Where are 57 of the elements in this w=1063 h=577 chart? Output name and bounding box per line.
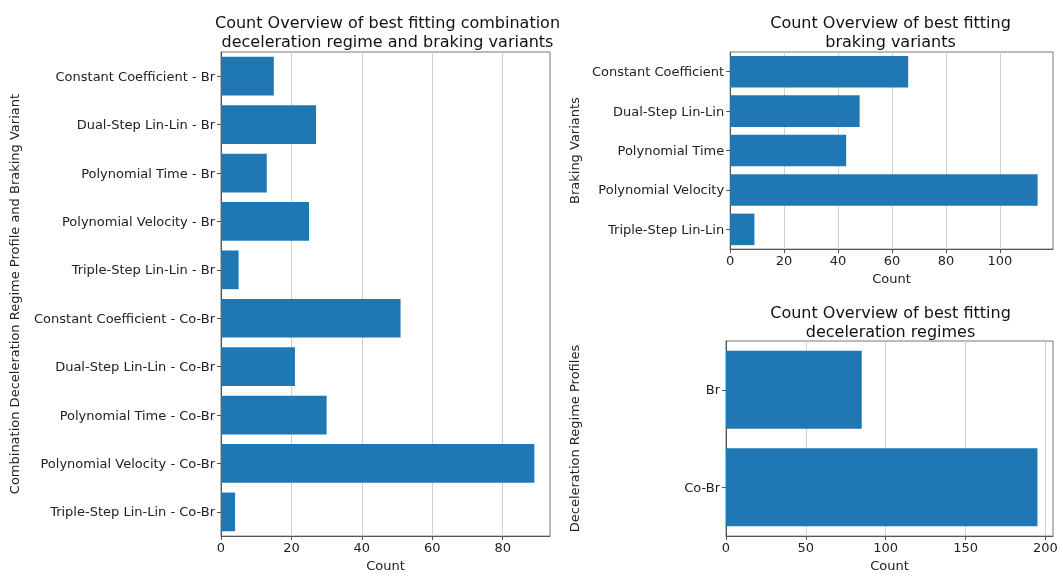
y-tick-label: Br (705, 382, 721, 398)
y-tick-label: Polynomial Time (617, 143, 725, 159)
y-axis-title: Braking Variants (567, 96, 582, 204)
x-tick-label: 80 (494, 540, 511, 556)
bar (730, 174, 1038, 206)
x-tick-label: 100 (873, 540, 899, 556)
x-tick-label: 60 (423, 540, 441, 556)
x-tick-label: 40 (829, 253, 847, 269)
chart-title: Count Overview of best fitting deceleration regimes (770, 303, 1011, 341)
y-tick-label: Triple-Step Lin-Lin - Co-Br (49, 504, 216, 520)
x-tick-label: 20 (283, 540, 300, 556)
x-tick-label: 20 (775, 253, 793, 269)
y-tick-label: Dual-Step Lin-Lin - Co-Br (55, 359, 216, 375)
bar (221, 202, 310, 241)
bar (730, 95, 860, 127)
chart-title: Count Overview of best fitting combination deceleration regime and braking variants (214, 13, 561, 51)
y-tick-label: Co-Br (684, 479, 721, 495)
y-tick-label: Polynomial Time - Co-Br (59, 407, 216, 423)
bar (221, 56, 274, 96)
y-tick-label: Polynomial Velocity - Co-Br (40, 455, 216, 471)
x-tick-label: 100 (987, 253, 1013, 269)
y-tick-label: Polynomial Time - Br (81, 165, 216, 181)
x-tick-label: 40 (353, 540, 371, 556)
y-tick-label: Polynomial Velocity - Br (61, 213, 216, 229)
bar (221, 395, 327, 435)
x-tick-label: 60 (883, 253, 901, 269)
bar (221, 298, 401, 338)
chart-title: Count Overview of best fitting braking variants (770, 13, 1011, 51)
x-tick-label: 0 (721, 540, 731, 556)
y-tick-label: Dual-Step Lin-Lin (613, 103, 725, 119)
x-axis-title: Count (366, 558, 405, 573)
bar (730, 134, 847, 167)
y-axis-title: Deceleration Regime Profiles (567, 344, 582, 533)
y-tick-label: Polynomial Velocity (598, 182, 725, 198)
y-tick-label: Dual-Step Lin-Lin - Br (76, 117, 216, 133)
y-tick-label: Constant Coefficient - Br (55, 68, 216, 84)
bar (221, 105, 317, 144)
x-axis-title: Count (872, 271, 911, 286)
bar (730, 213, 755, 246)
x-tick-label: 0 (216, 540, 226, 556)
bar (221, 250, 239, 290)
x-tick-label: 150 (953, 540, 978, 556)
bar (730, 55, 909, 88)
bar (221, 153, 267, 193)
x-axis-title: Count (870, 558, 909, 573)
x-tick-label: 80 (937, 253, 955, 269)
y-axis-title: Combination Deceleration Regime Profile and Braking Variant (7, 93, 22, 495)
bar (221, 444, 535, 483)
y-tick-label: Constant Coefficient - Co-Br (34, 310, 216, 326)
x-tick-label: 0 (726, 253, 735, 269)
y-tick-label: Triple-Step Lin-Lin - Br (70, 262, 216, 278)
x-tick-label: 200 (1033, 540, 1058, 556)
y-tick-label: Constant Coefficient (591, 64, 725, 80)
bar (221, 492, 236, 532)
y-tick-label: Triple-Step Lin-Lin (607, 221, 725, 237)
bar (221, 347, 295, 387)
x-tick-label: 50 (797, 540, 815, 556)
